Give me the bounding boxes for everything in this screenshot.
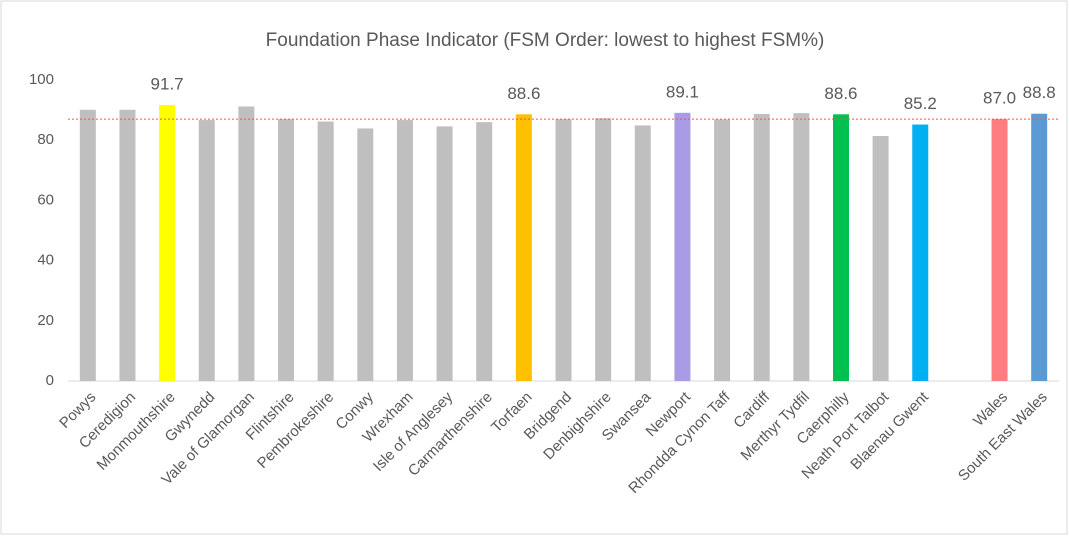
bar xyxy=(991,119,1008,381)
value-label: 89.1 xyxy=(666,82,699,101)
value-label: 88.6 xyxy=(507,84,540,103)
value-label: 88.8 xyxy=(1023,83,1056,102)
bar xyxy=(872,135,889,381)
bar xyxy=(119,109,136,381)
y-tick-label: 0 xyxy=(46,372,54,389)
bar xyxy=(793,113,810,382)
bar xyxy=(912,124,929,381)
bar xyxy=(832,114,849,382)
value-label: 85.2 xyxy=(904,94,937,113)
bar xyxy=(1031,113,1048,381)
bar xyxy=(278,119,295,381)
y-tick-label: 100 xyxy=(29,71,54,88)
y-tick-label: 60 xyxy=(37,191,54,208)
bar xyxy=(159,104,176,381)
value-label: 87.0 xyxy=(983,89,1016,108)
bar xyxy=(317,121,334,382)
bar xyxy=(436,126,453,381)
bar xyxy=(357,128,374,381)
bar xyxy=(79,109,96,381)
bar xyxy=(476,122,493,381)
bar xyxy=(555,119,572,381)
y-tick-label: 20 xyxy=(37,312,54,329)
bar xyxy=(714,119,731,381)
bar xyxy=(515,114,532,382)
bar xyxy=(753,114,770,381)
y-tick-label: 80 xyxy=(37,131,54,148)
y-tick-label: 40 xyxy=(37,252,54,269)
value-label: 88.6 xyxy=(824,84,857,103)
bar xyxy=(634,125,651,382)
bar xyxy=(674,112,691,382)
bar xyxy=(396,120,413,382)
chart-title: Foundation Phase Indicator (FSM Order: l… xyxy=(266,30,825,51)
bar xyxy=(238,106,255,381)
bar xyxy=(595,118,612,382)
bar xyxy=(198,120,215,382)
value-label: 91.7 xyxy=(151,74,184,93)
